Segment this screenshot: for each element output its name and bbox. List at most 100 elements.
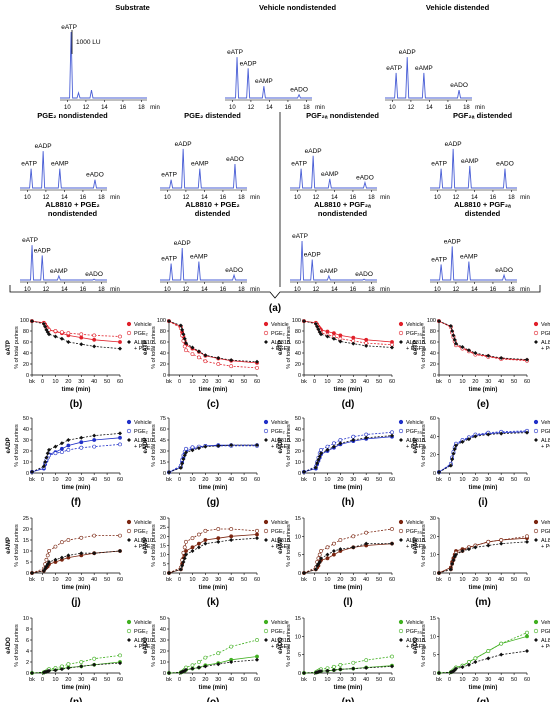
data-point — [182, 545, 187, 550]
legend-label: Vehicle — [541, 322, 550, 328]
data-point — [190, 448, 195, 453]
data-point — [118, 533, 122, 538]
x-tick-label: 16 — [120, 105, 127, 111]
peak-label: eAMP — [50, 268, 68, 275]
panel-label: (m) — [475, 597, 491, 608]
chromatogram-title: PGF₂ₐ nondistended — [306, 111, 379, 120]
legend-label: Vehicle — [271, 620, 289, 626]
legend-label: AL8810 — [271, 538, 290, 544]
x-tick-label: 50 — [511, 677, 517, 683]
legend-label: AL8810 — [541, 638, 550, 644]
data-point — [364, 432, 369, 437]
legend-label: AL8810 — [541, 340, 550, 346]
x-tick-label: 50 — [376, 677, 382, 683]
y-axis-name: eATP — [6, 340, 12, 355]
data-point — [118, 661, 122, 666]
data-point — [454, 666, 459, 671]
chromatogram-title: AL8810 + PGE₂ — [45, 200, 99, 209]
x-tick-label: bk — [29, 677, 35, 683]
peak-label: eADO — [225, 267, 243, 274]
legend-label: + PGE₂ — [134, 544, 153, 550]
y-tick-label: 80 — [23, 329, 29, 335]
data-point — [451, 558, 456, 563]
y-axis-name: eAMP — [278, 537, 284, 554]
y-tick-label: 0 — [433, 571, 436, 577]
x-tick-label: 30 — [485, 379, 491, 385]
legend-label: PGF₂ₐ — [406, 529, 422, 535]
data-point — [332, 541, 336, 546]
x-tick-label: 12 — [83, 105, 90, 111]
x-tick-label: 12 — [43, 195, 50, 201]
data-point — [79, 440, 84, 445]
y-axis-name: eADO — [143, 637, 149, 654]
series-line — [303, 656, 393, 674]
x-tick-label: 50 — [511, 477, 517, 483]
y-tick-label: 20 — [430, 453, 436, 459]
x-tick-label: 30 — [215, 577, 221, 583]
y-tick-label: 15 — [430, 616, 436, 622]
data-point — [182, 336, 187, 341]
data-point — [181, 550, 186, 555]
data-point — [53, 329, 58, 333]
data-point — [41, 321, 46, 326]
panel-label: (c) — [207, 399, 219, 410]
data-point — [466, 662, 471, 667]
peak-label: eAMP — [320, 268, 338, 275]
data-point — [66, 666, 71, 671]
y-tick-label: 0 — [163, 373, 166, 379]
x-tick-label: 0 — [178, 477, 181, 483]
y-tick-label: 30 — [160, 638, 166, 644]
y-tick-label: 60 — [160, 340, 166, 346]
data-point — [338, 667, 343, 672]
x-tick-label: 20 — [202, 379, 208, 385]
x-tick-label: 50 — [511, 577, 517, 583]
legend-label: + PGE₂ — [134, 346, 153, 352]
data-point — [499, 538, 504, 542]
legend-label: PGE₂ — [134, 529, 148, 535]
peak-label: eAMP — [191, 161, 209, 168]
x-tick-label: 20 — [337, 577, 343, 583]
legend-label: AL8810 — [541, 438, 550, 444]
legend-label: Vehicle — [271, 322, 289, 328]
legend-marker — [263, 330, 269, 336]
data-point — [319, 549, 323, 553]
y-tick-label: 0 — [298, 671, 301, 677]
y-tick-label: 20 — [430, 362, 436, 368]
x-axis-label: time (min) — [334, 585, 363, 591]
x-tick-label: 50 — [104, 379, 110, 385]
x-tick-label: 10 — [459, 477, 465, 483]
panel-label: (b) — [70, 399, 83, 410]
x-tick-label: bk — [436, 477, 442, 483]
data-point — [30, 671, 34, 675]
x-tick-label: 40 — [91, 477, 97, 483]
chromatogram-title: PGF₂ₐ distended — [453, 111, 513, 120]
legend-label: Vehicle — [406, 420, 424, 426]
y-tick-label: 15 — [295, 516, 301, 522]
legend-marker — [533, 419, 539, 425]
series-line — [438, 635, 528, 674]
data-point — [190, 352, 195, 357]
data-point — [92, 337, 97, 342]
data-point — [66, 331, 71, 336]
data-point — [317, 552, 322, 557]
y-tick-label: 60 — [160, 427, 166, 433]
x-tick-label: 10 — [189, 677, 195, 683]
legend-marker — [264, 538, 268, 542]
x-tick-label: bk — [29, 379, 35, 385]
time-unit-label: min — [380, 195, 390, 201]
data-point — [167, 671, 171, 675]
x-tick-label: 10 — [24, 195, 31, 201]
peak-label: eATP — [161, 256, 177, 263]
y-tick-label: 60 — [430, 340, 436, 346]
y-axis-name: eAMP — [413, 537, 419, 554]
legend-marker — [126, 330, 132, 336]
data-point — [302, 319, 306, 324]
y-axis-label: % of total purines — [286, 524, 292, 567]
data-point — [229, 538, 234, 542]
legend-label: + PGF₂ₐ — [406, 346, 427, 352]
series-line — [168, 444, 257, 473]
data-point — [184, 446, 188, 451]
chromatogram-4: PGE₂ nondistended eATP eADP eAMP eADO 10 12 14 1… — [20, 111, 120, 201]
